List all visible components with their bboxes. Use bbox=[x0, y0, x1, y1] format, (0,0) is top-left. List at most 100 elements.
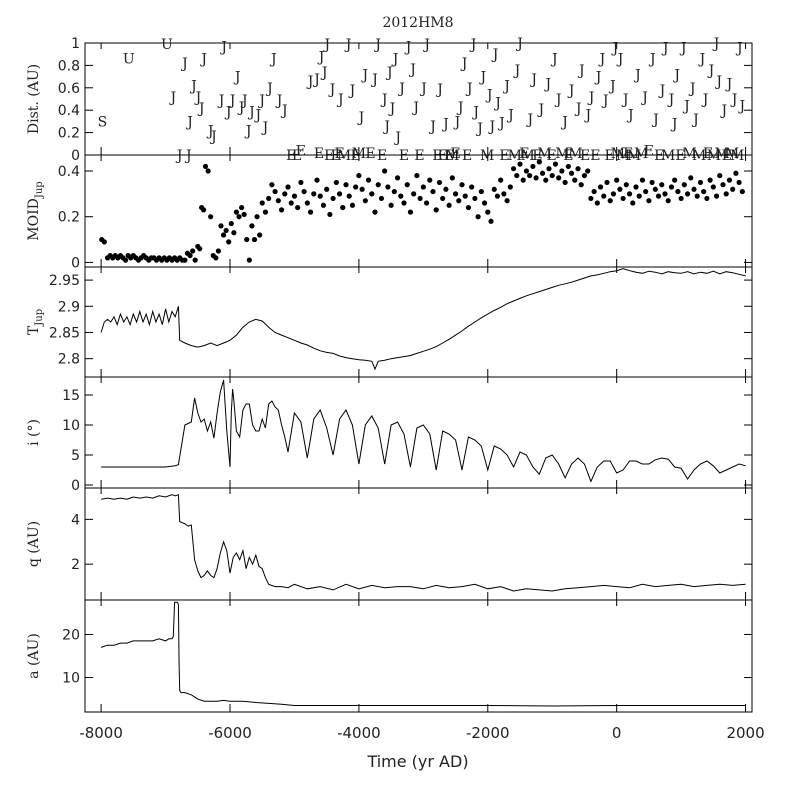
panel-frame bbox=[84, 266, 753, 378]
data-point bbox=[182, 257, 188, 263]
data-point bbox=[684, 191, 691, 197]
data-point bbox=[726, 177, 733, 183]
encounter-label: M bbox=[508, 148, 522, 164]
data-point bbox=[236, 214, 242, 220]
encounter-label: E bbox=[399, 148, 409, 164]
encounter-label: M bbox=[555, 146, 569, 162]
series-line bbox=[101, 494, 746, 592]
encounter-label: J bbox=[587, 90, 595, 106]
encounter-label: J bbox=[554, 92, 562, 108]
encounter-label: J bbox=[189, 79, 197, 95]
encounter-label: J bbox=[506, 108, 514, 124]
encounter-label: J bbox=[651, 112, 659, 128]
encounter-label: J bbox=[184, 148, 192, 164]
data-point bbox=[436, 179, 443, 186]
encounter-label: J bbox=[453, 114, 461, 130]
encounter-label: M bbox=[611, 146, 625, 162]
encounter-label: J bbox=[544, 76, 552, 92]
encounter-label: J bbox=[493, 95, 501, 111]
encounter-label: J bbox=[601, 93, 609, 109]
encounter-label: J bbox=[404, 39, 412, 55]
data-point bbox=[559, 168, 565, 174]
encounter-label: J bbox=[209, 129, 217, 145]
encounter-label: M bbox=[445, 148, 459, 164]
data-point bbox=[324, 186, 330, 192]
encounter-label: J bbox=[237, 100, 245, 116]
encounter-label: E bbox=[377, 148, 387, 164]
data-point bbox=[533, 175, 539, 181]
data-point bbox=[304, 200, 310, 206]
data-point bbox=[423, 200, 430, 206]
data-point bbox=[678, 195, 684, 202]
data-point bbox=[585, 168, 591, 174]
data-point bbox=[568, 170, 575, 176]
data-point bbox=[301, 188, 307, 195]
data-point bbox=[340, 204, 346, 211]
data-point bbox=[481, 200, 488, 206]
encounter-label: J bbox=[502, 79, 510, 95]
y-tick-label: 5 bbox=[71, 448, 80, 464]
data-point bbox=[607, 198, 613, 204]
data-point bbox=[330, 195, 336, 202]
encounter-label: J bbox=[682, 99, 690, 115]
data-point bbox=[218, 223, 224, 229]
data-point bbox=[275, 198, 281, 204]
data-point bbox=[385, 184, 391, 190]
encounter-label: J bbox=[515, 36, 523, 52]
data-point bbox=[307, 209, 314, 215]
data-point bbox=[190, 248, 196, 254]
encounter-label: J bbox=[348, 83, 356, 99]
encounter-label: J bbox=[487, 119, 495, 135]
data-point bbox=[730, 186, 736, 192]
y-axis-label: i (°) bbox=[26, 419, 42, 446]
encounter-label: J bbox=[672, 67, 680, 83]
data-point bbox=[469, 184, 475, 190]
panel-tjup: 2.8 2.85 2.9 2.95 TJup bbox=[26, 266, 753, 378]
data-point bbox=[630, 200, 636, 206]
encounter-label: J bbox=[691, 112, 699, 128]
encounter-label: M bbox=[480, 148, 494, 164]
data-point bbox=[257, 232, 263, 238]
encounter-label: J bbox=[280, 103, 288, 119]
encounter-label: E bbox=[331, 148, 341, 164]
data-point bbox=[269, 182, 275, 188]
encounter-label: J bbox=[428, 119, 436, 135]
data-point bbox=[288, 200, 294, 206]
data-point bbox=[620, 195, 626, 202]
y-tick-label: 10 bbox=[62, 418, 80, 434]
data-point bbox=[231, 230, 237, 236]
encounter-label: J bbox=[471, 104, 479, 120]
x-axis-label: Time (yr AD) bbox=[366, 752, 468, 771]
encounter-label: J bbox=[707, 63, 715, 79]
data-point bbox=[478, 188, 484, 195]
data-point bbox=[208, 214, 214, 220]
encounter-label: E bbox=[444, 148, 454, 164]
series-line bbox=[100, 601, 746, 707]
encounter-label: J bbox=[661, 40, 669, 56]
data-point bbox=[372, 209, 378, 215]
data-point bbox=[591, 188, 597, 195]
data-point bbox=[556, 175, 562, 181]
encounter-label: E bbox=[644, 144, 654, 160]
data-point bbox=[285, 184, 291, 190]
data-point bbox=[291, 193, 298, 199]
data-point bbox=[572, 177, 578, 183]
encounter-label: E bbox=[703, 146, 713, 162]
data-point bbox=[223, 227, 229, 234]
data-point bbox=[456, 198, 462, 204]
data-point bbox=[527, 172, 533, 179]
data-point bbox=[655, 193, 662, 199]
data-point bbox=[353, 184, 359, 190]
data-point bbox=[259, 200, 265, 206]
encounter-label: J bbox=[435, 82, 443, 98]
data-point bbox=[427, 177, 433, 183]
encounter-label: J bbox=[265, 81, 273, 97]
data-point bbox=[562, 179, 568, 186]
data-point bbox=[343, 182, 349, 188]
encounter-label: M bbox=[707, 148, 721, 164]
data-point bbox=[688, 175, 694, 181]
data-point bbox=[552, 161, 559, 167]
y-tick-label: 0.4 bbox=[58, 164, 80, 180]
